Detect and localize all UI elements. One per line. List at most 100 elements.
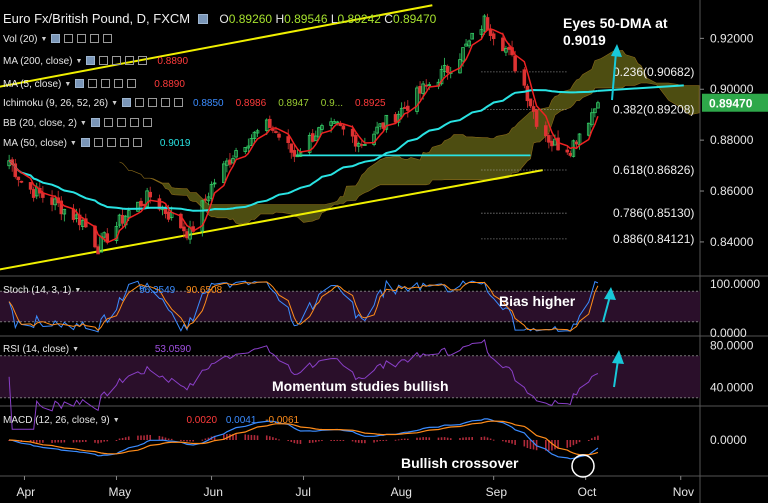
indicator-label[interactable]: MA (200, close) [3,56,73,67]
macd-hist-bar [591,438,593,440]
chevron-down-icon[interactable]: ▼ [40,36,48,43]
visibility-icon[interactable] [80,138,90,147]
visibility-icon[interactable] [122,98,131,107]
stoch-label[interactable]: Stoch (14, 3, 1) [3,285,72,296]
rsi-label[interactable]: RSI (14, close) [3,344,70,355]
date-tick-label: Jun [204,485,223,499]
candle-body [31,189,36,198]
indicator-row[interactable]: BB (20, close, 2) ▼ [3,118,152,130]
candle-body [166,211,171,220]
bull-candle [586,122,591,137]
close-icon[interactable] [138,56,148,65]
macd-hist-bar [465,437,467,440]
more-icon[interactable] [129,118,139,127]
macd-hist-bar [382,440,385,441]
close-icon[interactable] [132,138,142,147]
indicator-panes[interactable] [0,279,700,460]
close-icon[interactable] [142,118,152,127]
indicator-row[interactable]: MA (200, close) ▼ 0.8890 [3,56,188,68]
visibility-icon[interactable] [86,56,96,65]
more-icon[interactable] [114,79,124,88]
price-tick-label: 0.90000 [710,82,754,96]
macd-hist-bar [483,436,486,440]
stoch-k-value: 96.3549 [139,285,176,296]
more-icon[interactable] [161,98,170,107]
settings-icon[interactable] [93,138,103,147]
candle-body [488,29,493,36]
add-icon[interactable] [116,118,126,127]
macd-legend: MACD (12, 26, close, 9) ▼ 0.0020 0.0041 -… [3,415,299,427]
macd-hist-bar [42,440,44,443]
add-icon[interactable] [106,138,116,147]
indicator-label[interactable]: MA (50, close) [3,138,67,149]
indicator-label[interactable]: Vol (20) [3,34,38,45]
indicator-label[interactable]: BB (20, close, 2) [3,118,77,129]
indicator-value: 0.8850 [193,98,224,109]
visibility-icon[interactable] [75,79,85,88]
more-icon[interactable] [125,56,135,65]
settings-icon[interactable] [64,34,74,43]
chevron-down-icon[interactable]: ▼ [79,120,87,127]
bear-candle [157,194,162,212]
chevron-down-icon[interactable]: ▼ [111,100,118,107]
settings-icon[interactable] [88,79,98,88]
more-icon[interactable] [119,138,129,147]
bear-candle [71,204,76,223]
chevron-down-icon[interactable]: ▼ [69,140,77,147]
bear-candle [531,100,536,119]
bear-candle [13,158,18,179]
price-pane[interactable]: 0.236(0.90682) 0.382(0.89208) 0.618(0.8682… [0,4,700,271]
chevron-down-icon[interactable]: ▼ [74,287,82,294]
eyes-arrowhead [611,44,622,57]
indicator-row[interactable]: Ichimoku (9, 26, 52, 26) ▼ 0.8850 0.8986 0.8… [3,98,386,110]
visibility-icon[interactable] [90,118,100,127]
add-icon[interactable] [77,34,87,43]
macd-hist-bar [318,440,320,442]
chevron-down-icon[interactable]: ▼ [112,417,120,424]
macd-hist-bar [407,438,409,440]
chevron-down-icon[interactable]: ▼ [72,346,80,353]
indicator-label[interactable]: Ichimoku (9, 26, 52, 26) [3,98,109,109]
settings-icon[interactable] [197,14,208,24]
close-icon[interactable] [174,98,183,107]
macd-hist-bar [232,434,234,440]
settings-icon[interactable] [99,56,109,65]
candle-body [120,215,125,224]
add-icon[interactable] [148,98,157,107]
bias-annotation: Bias higher [499,293,576,309]
macd-hist-bar [72,440,75,443]
indicator-row[interactable]: Vol (20) ▼ [3,34,113,46]
candle-body [289,143,294,153]
macd-hist-bar [569,440,572,448]
candle-body [19,180,24,183]
indicator-row[interactable]: MA (5, close) ▼ 0.8890 [3,79,185,91]
candle-body [126,210,131,218]
add-icon[interactable] [112,56,122,65]
settings-icon[interactable] [135,98,144,107]
indicator-label[interactable]: MA (5, close) [3,79,62,90]
ohlc-high-key: H [275,12,285,26]
macd-label[interactable]: MACD (12, 26, close, 9) [3,415,110,426]
close-icon[interactable] [103,34,113,43]
stoch-tick-label: 100.0000 [710,277,760,291]
candle-body [596,102,600,109]
settings-icon[interactable] [103,118,113,127]
bear-candle [120,208,125,228]
candle-body [360,143,364,146]
macd-hist-bar [75,440,78,443]
macd-hist-bar [351,440,354,442]
stoch-legend: Stoch (14, 3, 1) ▼ 96.3549 90.6508 [3,285,222,297]
macd-signal-line [9,420,599,456]
add-icon[interactable] [101,79,111,88]
chevron-down-icon[interactable]: ▼ [64,81,72,88]
visibility-icon[interactable] [51,34,61,43]
chevron-down-icon[interactable]: ▼ [75,58,83,65]
bear-candle [485,13,490,31]
macd-hist-bar [566,440,569,448]
indicator-row[interactable]: MA (50, close) ▼ 0.9019 [3,138,190,150]
close-icon[interactable] [127,79,137,88]
candle-body [206,196,211,202]
candle-body [375,126,379,134]
more-icon[interactable] [90,34,100,43]
macd-signal-value: -0.0061 [265,415,300,426]
